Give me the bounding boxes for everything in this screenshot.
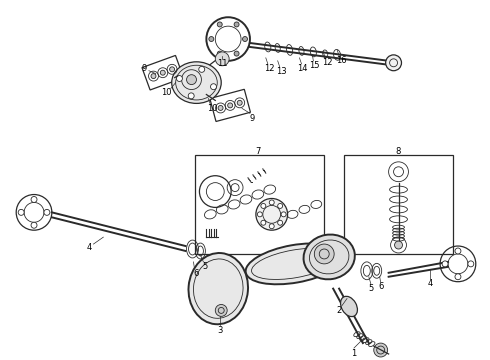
- Bar: [344, 155, 453, 254]
- Text: 4: 4: [87, 243, 92, 252]
- Text: 14: 14: [297, 64, 308, 73]
- Circle shape: [278, 220, 283, 225]
- Text: 11: 11: [217, 59, 227, 68]
- Text: 7: 7: [255, 148, 261, 157]
- Ellipse shape: [189, 253, 248, 324]
- Circle shape: [261, 220, 266, 225]
- Text: 4: 4: [428, 279, 433, 288]
- Text: 10: 10: [162, 88, 172, 97]
- Circle shape: [442, 261, 448, 267]
- Circle shape: [270, 200, 274, 205]
- Circle shape: [455, 274, 461, 280]
- Circle shape: [386, 55, 401, 71]
- Text: 5: 5: [368, 284, 373, 293]
- Circle shape: [234, 22, 239, 27]
- Circle shape: [176, 76, 182, 81]
- Text: 9: 9: [141, 64, 147, 73]
- Text: 3: 3: [218, 326, 223, 335]
- Text: 8: 8: [396, 148, 401, 157]
- Text: 6: 6: [378, 282, 383, 291]
- Circle shape: [314, 244, 334, 264]
- Circle shape: [160, 70, 165, 75]
- Circle shape: [217, 51, 222, 56]
- Text: 10: 10: [207, 104, 218, 113]
- Circle shape: [270, 224, 274, 229]
- Circle shape: [151, 73, 156, 78]
- Circle shape: [44, 210, 50, 215]
- Ellipse shape: [341, 296, 357, 316]
- Circle shape: [215, 52, 229, 66]
- Circle shape: [374, 343, 388, 357]
- Circle shape: [394, 241, 402, 249]
- Circle shape: [256, 198, 288, 230]
- Circle shape: [468, 261, 474, 267]
- Text: 13: 13: [276, 67, 287, 76]
- Circle shape: [188, 93, 194, 99]
- Text: 1: 1: [351, 348, 357, 357]
- Text: 9: 9: [249, 114, 255, 123]
- Text: 6: 6: [194, 269, 199, 278]
- Circle shape: [257, 212, 262, 217]
- Circle shape: [18, 210, 24, 215]
- Circle shape: [243, 37, 247, 41]
- Text: 5: 5: [203, 262, 208, 271]
- Text: 12: 12: [265, 64, 275, 73]
- Circle shape: [31, 222, 37, 228]
- Circle shape: [170, 67, 174, 72]
- Circle shape: [261, 203, 266, 208]
- Text: 2: 2: [337, 306, 342, 315]
- Circle shape: [278, 203, 283, 208]
- Ellipse shape: [245, 243, 343, 284]
- Circle shape: [187, 75, 196, 85]
- Circle shape: [217, 22, 222, 27]
- Circle shape: [234, 51, 239, 56]
- Bar: [196, 155, 324, 254]
- Circle shape: [237, 100, 242, 105]
- Circle shape: [228, 103, 233, 108]
- Circle shape: [199, 66, 205, 72]
- Ellipse shape: [172, 62, 221, 103]
- Circle shape: [209, 37, 214, 41]
- Circle shape: [281, 212, 286, 217]
- Text: 12: 12: [322, 58, 332, 67]
- Circle shape: [31, 197, 37, 202]
- Text: 15: 15: [309, 61, 319, 70]
- Text: 16: 16: [336, 56, 346, 65]
- Circle shape: [215, 305, 227, 316]
- Circle shape: [455, 248, 461, 254]
- Ellipse shape: [303, 234, 355, 279]
- Circle shape: [218, 105, 223, 111]
- Circle shape: [211, 84, 217, 90]
